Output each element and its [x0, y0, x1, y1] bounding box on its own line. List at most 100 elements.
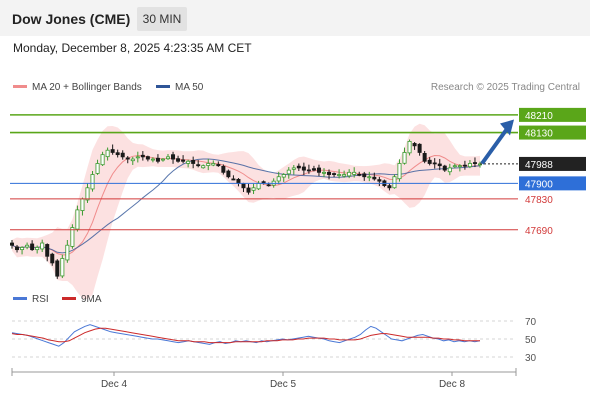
ma50-line — [11, 158, 481, 254]
candles — [9, 139, 482, 279]
legend-swatch-ma20 — [13, 85, 27, 88]
candle-body — [472, 162, 477, 164]
candle-body — [332, 173, 337, 175]
timeframe-button[interactable]: 30 MIN — [137, 7, 187, 31]
rsi-9ma-line — [11, 327, 480, 344]
legend-label-ma20: MA 20 + Bollinger Bands — [32, 82, 142, 93]
candle-body — [9, 242, 14, 246]
x-tick-label: Dec 8 — [439, 379, 466, 390]
forecast-arrow — [480, 119, 514, 165]
candle-body — [342, 174, 347, 177]
candle-body — [457, 165, 462, 168]
candle-body — [65, 244, 70, 261]
candle-body — [347, 171, 352, 177]
candle-body — [191, 160, 196, 164]
rsi-legend: RSI 9MA — [13, 294, 102, 305]
candle-body — [160, 158, 165, 161]
candle-body — [337, 174, 342, 176]
x-tick-label: Dec 4 — [101, 379, 128, 390]
candle-body — [221, 165, 226, 173]
candle-body — [246, 187, 251, 193]
candle-body — [15, 246, 20, 251]
candle-body — [296, 165, 301, 169]
candle-body — [402, 152, 407, 164]
candle-body — [181, 159, 186, 162]
candle-body — [201, 165, 206, 169]
legend-swatch-ma50 — [156, 85, 170, 88]
candle-body — [140, 154, 145, 158]
candle-body — [226, 170, 231, 178]
candle-body — [357, 173, 362, 176]
rsi-line — [11, 324, 481, 347]
candle-body — [60, 258, 65, 277]
candle-body — [236, 178, 241, 184]
x-axis: Dec 4 Dec 5 Dec 8 — [11, 368, 517, 390]
current-price-label: 47988 — [525, 160, 553, 171]
candle-body — [85, 187, 90, 201]
candle-body — [186, 160, 191, 164]
forecast-arrow-head — [500, 119, 514, 136]
candle-body — [281, 174, 286, 178]
candle-body — [362, 173, 367, 178]
candle-body — [452, 165, 457, 168]
candle-body — [467, 163, 472, 168]
candle-body — [100, 154, 105, 166]
legend-label-rsi: RSI — [32, 294, 49, 305]
candle-body — [145, 156, 150, 160]
x-tick-label: Dec 5 — [270, 379, 297, 390]
ma20-line — [11, 154, 481, 256]
legend-credit: Research © 2025 Trading Central — [431, 82, 580, 93]
candle-body — [387, 185, 392, 189]
candle-body — [397, 163, 402, 180]
candle-body — [45, 244, 50, 257]
candle-body — [417, 143, 422, 153]
candle-body — [407, 140, 412, 154]
candle-body — [55, 260, 60, 277]
candle-body — [110, 149, 115, 153]
candle-body — [211, 163, 216, 166]
candle-body — [25, 244, 30, 248]
level-label-48210: 48210 — [525, 111, 553, 122]
candle-body — [20, 247, 25, 251]
legend-label-ma50: MA 50 — [175, 82, 204, 93]
rsi-tick-label: 70 — [525, 317, 537, 328]
candle-body — [432, 162, 437, 165]
legend: MA 20 + Bollinger Bands MA 50 Research ©… — [13, 82, 580, 93]
current-price-badge — [519, 156, 586, 171]
candle-body — [377, 179, 382, 182]
candle-body — [412, 143, 417, 147]
candle-body — [256, 182, 261, 190]
candle-body — [367, 176, 372, 179]
level-label-48130: 48130 — [525, 129, 553, 140]
candle-body — [311, 168, 316, 171]
candle-body — [251, 187, 256, 191]
candle-body — [442, 165, 447, 171]
candle-body — [392, 176, 397, 189]
candle-body — [130, 158, 135, 162]
candle-body — [462, 164, 467, 167]
level-badge-48210 — [519, 107, 586, 122]
candle-body — [80, 198, 85, 211]
level-badge-48130 — [519, 125, 586, 140]
candle-body — [95, 163, 100, 174]
candle-body — [447, 167, 452, 173]
forecast-arrow-shaft — [480, 126, 510, 165]
level-label-47830: 47830 — [525, 195, 553, 206]
candle-body — [35, 247, 40, 251]
candle-body — [120, 152, 125, 158]
candle-body — [241, 183, 246, 189]
candle-body — [115, 152, 120, 156]
candle-body — [30, 243, 35, 251]
candle-body — [276, 176, 281, 182]
candle-body — [135, 156, 140, 159]
legend-swatch-rsi — [13, 297, 27, 300]
candle-body — [125, 157, 130, 160]
level-label-47690: 47690 — [525, 226, 553, 237]
candle-body — [437, 163, 442, 167]
rsi-chart: 70 50 30 — [11, 317, 537, 364]
candle-body — [206, 163, 211, 166]
timestamp: Monday, December 8, 2025 4:23:35 AM CET — [13, 41, 252, 55]
candle-body — [422, 153, 427, 162]
level-label-47900: 47900 — [525, 179, 553, 190]
price-chart: 48210 48130 47900 47830 47690 47988 — [9, 107, 586, 300]
